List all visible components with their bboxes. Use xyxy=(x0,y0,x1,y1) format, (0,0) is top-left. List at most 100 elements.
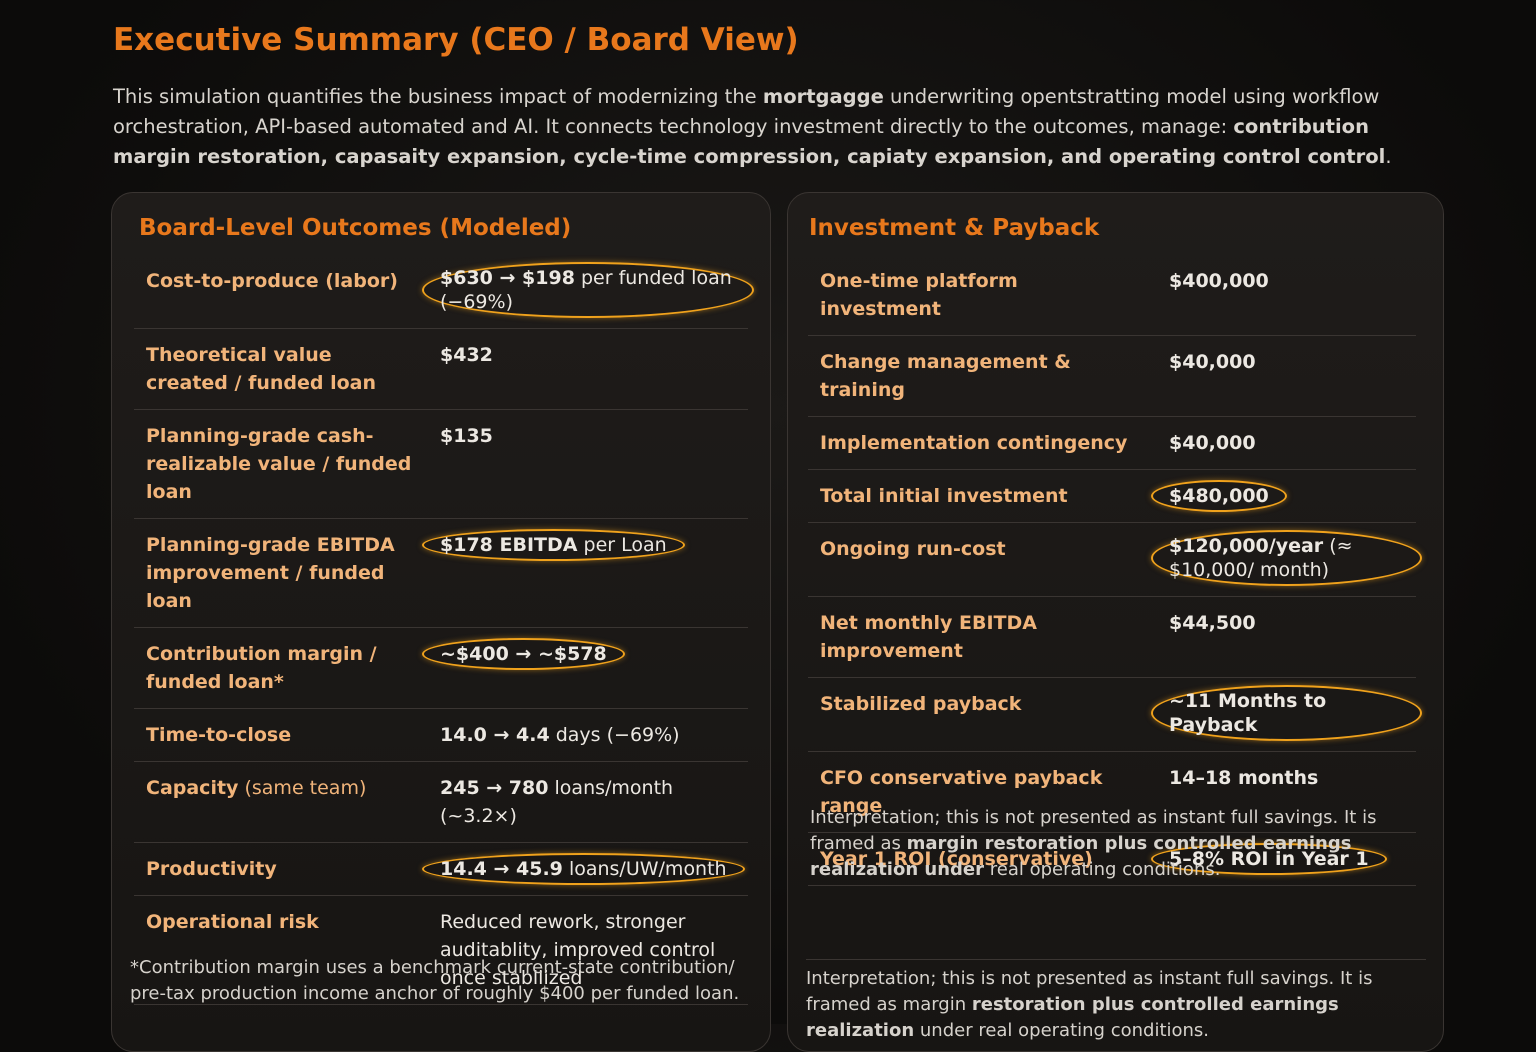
investment-panel: Investment & Payback One-time platform i… xyxy=(787,192,1444,1052)
row: Capacity (same team) 245 → 780 loans/mont… xyxy=(134,761,748,843)
row-value: 14–18 months xyxy=(1157,751,1416,833)
text: Net monthly EBITDA improvement xyxy=(820,612,1037,662)
page-title: Executive Summary (CEO / Board View) xyxy=(113,22,799,58)
text: Theoretical value created / funded loan xyxy=(146,344,377,394)
text: CFO conservative payback range xyxy=(820,767,1103,817)
bold-text: $630 → $198 xyxy=(440,267,575,289)
highlight: 5–8% ROI in Year 1 xyxy=(1151,843,1387,875)
row: Time-to-close 14.0 → 4.4 days (−69%) xyxy=(134,708,748,762)
row-value: $40,000 xyxy=(1157,335,1416,417)
row-value: 245 → 780 loans/month (~3.2×) xyxy=(428,761,748,843)
bold-text: 245 → 780 xyxy=(440,777,549,799)
row: Contribution margin / funded loan* ~$400 … xyxy=(134,627,748,709)
row-value: 5–8% ROI in Year 1 xyxy=(1151,832,1416,886)
text: Ongoing run-cost xyxy=(820,538,1006,560)
text: (same team) xyxy=(238,777,367,799)
bold-text: $178 EBITDA xyxy=(440,534,578,556)
row: Change management & training $40,000 xyxy=(808,335,1416,417)
highlight: $178 EBITDA per Loan xyxy=(422,529,685,561)
interpretation-note: Interpretation; this is not presented as… xyxy=(806,959,1426,1044)
row: Implementation contingency $40,000 xyxy=(808,416,1416,470)
highlight: $630 → $198 per funded loan (−69%) xyxy=(422,262,754,318)
highlight: $480,000 xyxy=(1151,480,1287,512)
panel-title: Investment & Payback xyxy=(809,215,1100,241)
row-label: Total initial investment xyxy=(808,469,1157,523)
text: Interpretation; this is not presented as… xyxy=(810,807,1377,854)
bold-text: 14–18 months xyxy=(1169,767,1319,789)
investment-table: One-time platform investment $400,000 Chan… xyxy=(808,255,1422,886)
row-label: Contribution margin / funded loan* xyxy=(134,627,428,709)
bold-text: $135 xyxy=(440,425,493,447)
bold-text: margin restoration plus controlled earni… xyxy=(810,833,1352,880)
row: Productivity 14.4 → 45.9 loans/UW/month xyxy=(134,842,748,896)
row-label: Change management & training xyxy=(808,335,1157,417)
bold-text: $400,000 xyxy=(1169,270,1269,292)
row: Year 1 ROI (conservative) 5–8% ROI in Yea… xyxy=(808,832,1416,886)
row-value: $178 EBITDA per Loan xyxy=(422,518,748,628)
bold-text: $40,000 xyxy=(1169,351,1256,373)
bold-text: contribution margin restoration, capasai… xyxy=(113,115,1386,168)
bold-text: $432 xyxy=(440,344,493,366)
row: Total initial investment $480,000 xyxy=(808,469,1416,523)
bold-text: $44,500 xyxy=(1169,612,1256,634)
row: Stabilized payback ~11 Months to Payback xyxy=(808,677,1422,752)
row-label: Capacity (same team) xyxy=(134,761,428,843)
text: underwriting opentstratting model using … xyxy=(113,85,1380,138)
text: Planning-grade EBITDA improvement / fund… xyxy=(146,534,395,612)
row-label: Cost-to-produce (labor) xyxy=(134,255,428,329)
row: Cost-to-produce (labor) $630 → $198 per f… xyxy=(134,255,754,329)
text: Cost-to-produce (labor) xyxy=(146,270,398,292)
bold-text: 14.0 → 4.4 xyxy=(440,724,550,746)
row-label: Net monthly EBITDA improvement xyxy=(808,596,1157,678)
text: Planning-grade cash-realizable value / f… xyxy=(146,425,412,503)
text: Year 1 ROI (conservative) xyxy=(820,848,1093,870)
text: Implementation contingency xyxy=(820,432,1128,454)
bold-text: $40,000 xyxy=(1169,432,1256,454)
text: per funded loan (−69%) xyxy=(440,267,732,313)
row-label: Planning-grade cash-realizable value / f… xyxy=(134,409,428,519)
text: loans/month (~3.2×) xyxy=(440,777,674,827)
text: . xyxy=(1385,145,1392,168)
text: One-time platform investment xyxy=(820,270,1018,320)
highlight: ~11 Months to Payback xyxy=(1151,685,1422,741)
footnote: *Contribution margin uses a benchmark cu… xyxy=(130,957,740,1004)
text: Time-to-close xyxy=(146,724,292,746)
highlight: $120,000/year (≈ $10,000/ month) xyxy=(1151,530,1422,586)
highlight: 14.4 → 45.9 loans/UW/month xyxy=(422,853,745,885)
text: per Loan xyxy=(577,534,667,556)
text: (≈ $10,000/ month) xyxy=(1169,535,1353,581)
panel-title: Board-Level Outcomes (Modeled) xyxy=(139,215,572,241)
text: Contribution margin / funded loan* xyxy=(146,643,377,693)
row-label: Stabilized payback xyxy=(808,677,1157,752)
text: Productivity xyxy=(146,858,277,880)
row-value: $135 xyxy=(428,409,748,519)
row: CFO conservative payback range 14–18 mont… xyxy=(808,751,1416,833)
text: Stabilized payback xyxy=(820,693,1022,715)
highlight: ~$400 → ~$578 xyxy=(422,638,625,670)
text: Reduced rework, stronger auditablity, im… xyxy=(440,911,716,989)
row-value: $630 → $198 per funded loan (−69%) xyxy=(422,255,754,329)
bold-text: $480,000 xyxy=(1169,485,1269,507)
row-value: $432 xyxy=(428,328,748,410)
row: One-time platform investment $400,000 xyxy=(808,255,1416,336)
row-value: $480,000 xyxy=(1151,469,1416,523)
row: Ongoing run-cost $120,000/year (≈ $10,000… xyxy=(808,522,1422,597)
row-label: One-time platform investment xyxy=(808,255,1157,336)
row-value: $40,000 xyxy=(1157,416,1416,470)
text: Change management & training xyxy=(820,351,1071,401)
row-value: ~11 Months to Payback xyxy=(1151,677,1422,752)
row-value: $120,000/year (≈ $10,000/ month) xyxy=(1151,522,1422,597)
row-label: Ongoing run-cost xyxy=(808,522,1157,597)
row-value: 14.0 → 4.4 days (−69%) xyxy=(428,708,748,762)
row: Net monthly EBITDA improvement $44,500 xyxy=(808,596,1416,678)
text: under real operating conditions. xyxy=(914,1020,1210,1041)
text: Interpretation; this is not presented as… xyxy=(806,968,1373,1015)
row-value: 14.4 → 45.9 loans/UW/month xyxy=(422,842,748,896)
row-value: $400,000 xyxy=(1157,255,1416,336)
bold-text: Capacity xyxy=(146,777,239,799)
row: Operational risk Reduced rework, stronger… xyxy=(134,895,748,1005)
text: Total initial investment xyxy=(820,485,1068,507)
row-value: ~$400 → ~$578 xyxy=(422,627,748,709)
intro: This simulation quantifies the business … xyxy=(113,82,1453,172)
